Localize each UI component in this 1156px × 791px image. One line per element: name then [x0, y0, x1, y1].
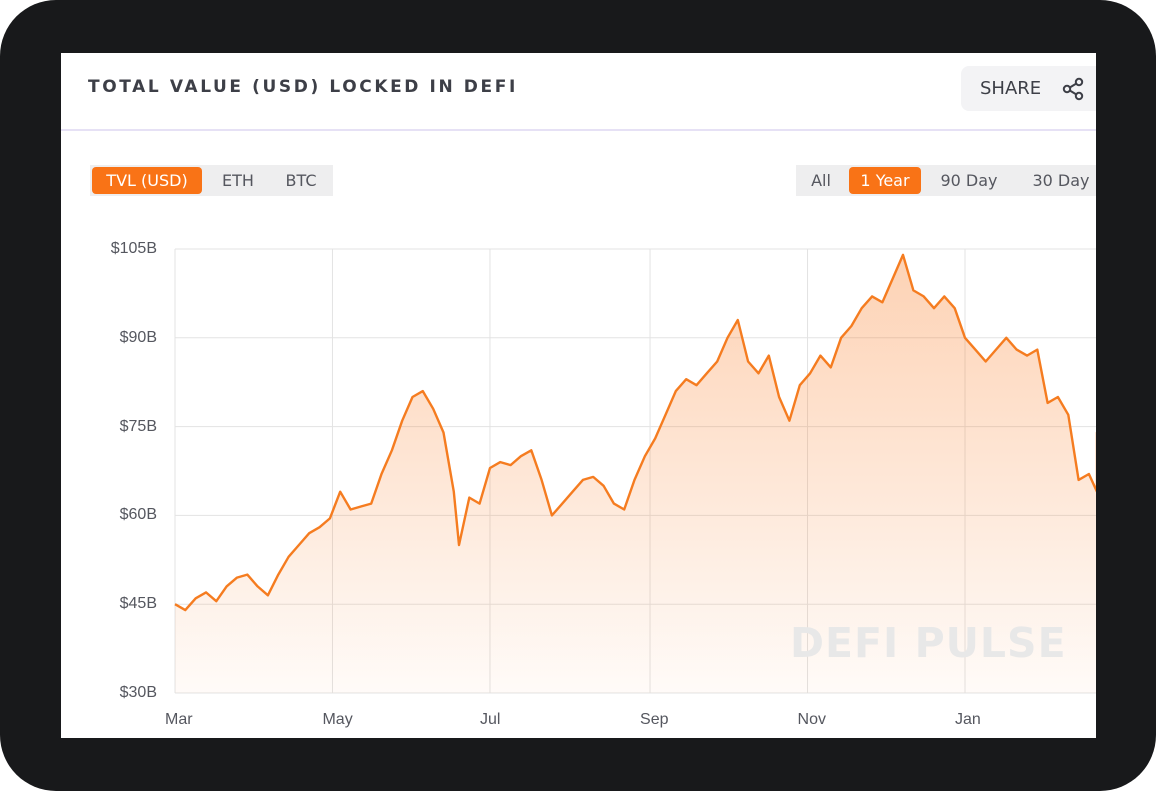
x-tick-label: May: [322, 711, 353, 728]
tvl-chart: [174, 248, 1096, 694]
x-tick-label: Jul: [479, 711, 501, 728]
x-tick-label: Mar: [165, 711, 193, 728]
tab-range-30-day[interactable]: 30 Day: [1032, 171, 1090, 190]
chart-panel: TOTAL VALUE (USD) LOCKED IN DEFI SHARE T…: [61, 53, 1096, 738]
tab-range-all[interactable]: All: [811, 171, 831, 190]
y-tick-label: $30B: [119, 684, 157, 701]
y-tick-label: $60B: [119, 506, 157, 524]
tab-eth[interactable]: ETH: [222, 171, 254, 190]
y-tick-label: $105B: [110, 240, 157, 257]
range-toggle: All 1 Year 90 Day 30 Day: [796, 165, 1096, 196]
tab-tvl-usd[interactable]: TVL (USD): [92, 167, 202, 194]
metric-toggle: TVL (USD) ETH BTC: [90, 165, 333, 196]
tvl-area-fill: [175, 254, 1096, 693]
panel-header: TOTAL VALUE (USD) LOCKED IN DEFI SHARE: [61, 53, 1096, 131]
x-tick-label: Sep: [640, 711, 669, 728]
share-icon: [1062, 77, 1084, 101]
share-label: SHARE: [980, 78, 1042, 99]
tab-btc[interactable]: BTC: [285, 171, 317, 190]
defi-pulse-watermark: DEFI PULSE: [790, 619, 1067, 667]
x-tick-label: Nov: [797, 711, 826, 728]
tvl-series-line: [174, 253, 1096, 612]
tab-range-1-year[interactable]: 1 Year: [849, 167, 921, 194]
share-button[interactable]: SHARE: [961, 66, 1096, 111]
y-tick-label: $90B: [119, 328, 157, 346]
y-tick-label: $45B: [119, 595, 157, 613]
tab-range-90-day[interactable]: 90 Day: [940, 171, 998, 190]
x-tick-label: Jan: [955, 711, 981, 728]
page-title: TOTAL VALUE (USD) LOCKED IN DEFI: [88, 77, 518, 97]
y-tick-label: $75B: [119, 417, 157, 435]
